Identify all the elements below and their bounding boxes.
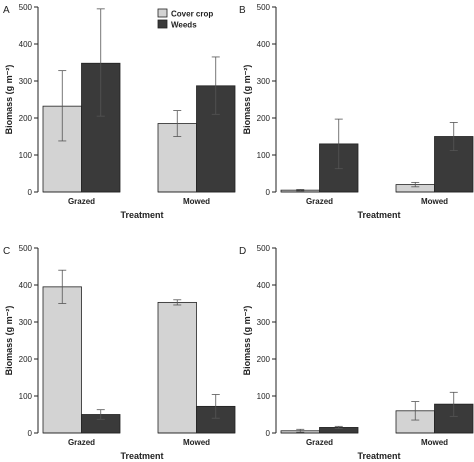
y-tick-label: 400	[19, 281, 33, 290]
legend-swatch-weeds	[157, 19, 168, 29]
y-tick-label: 500	[19, 3, 33, 12]
category-label: Mowed	[183, 197, 210, 206]
y-tick-label: 100	[19, 392, 33, 401]
category-label: Grazed	[306, 197, 333, 206]
x-axis-title: Treatment	[120, 451, 163, 461]
y-tick-label: 0	[28, 188, 33, 197]
y-axis-title: Biomass (g m⁻²)	[242, 306, 252, 376]
y-tick-label: 300	[257, 77, 271, 86]
y-axis-title: Biomass (g m⁻²)	[4, 306, 14, 376]
legend-label: Cover crop	[171, 10, 213, 19]
y-tick-label: 100	[257, 392, 271, 401]
y-tick-label: 0	[28, 429, 33, 438]
legend-label: Weeds	[171, 21, 197, 30]
y-tick-label: 200	[257, 355, 271, 364]
x-axis-title: Treatment	[357, 451, 400, 461]
panel-c: C 0 100 200 300 400 500 Biomass (g m⁻²) Grazed Mo…	[3, 244, 236, 461]
panel-b: B 0 100 200 300 400 500 Biomass (g m⁻²) Grazed Mo…	[239, 3, 474, 220]
category-label: Grazed	[68, 197, 95, 206]
panel-letter: C	[3, 246, 10, 257]
y-tick-label: 500	[257, 244, 271, 253]
y-tick-label: 100	[257, 151, 271, 160]
y-axis-title: Biomass (g m⁻²)	[242, 65, 252, 135]
category-label: Grazed	[68, 438, 95, 447]
category-label: Mowed	[421, 438, 448, 447]
panel-d: D 0 100 200 300 400 500 Biomass (g m⁻²) Grazed Mo…	[239, 244, 474, 461]
legend-swatch-cover-crop	[157, 8, 168, 18]
y-tick-label: 400	[19, 40, 33, 49]
y-tick-label: 100	[19, 151, 33, 160]
category-label: Mowed	[183, 438, 210, 447]
y-tick-label: 200	[19, 114, 33, 123]
y-tick-label: 300	[257, 318, 271, 327]
panel-letter: D	[239, 246, 246, 257]
bar-cover-crop-grazed	[42, 286, 82, 434]
y-tick-label: 0	[266, 429, 271, 438]
y-tick-label: 200	[19, 355, 33, 364]
y-tick-label: 0	[266, 188, 271, 197]
y-axis-title: Biomass (g m⁻²)	[4, 65, 14, 135]
panel-letter: A	[3, 5, 10, 16]
y-tick-label: 400	[257, 281, 271, 290]
category-label: Grazed	[306, 438, 333, 447]
x-axis-title: Treatment	[357, 210, 400, 220]
y-tick-label: 500	[257, 3, 271, 12]
category-label: Mowed	[421, 197, 448, 206]
panel-a: A 0 100 200 300 400 500 Biomass (g m⁻²) Grazed Mo…	[3, 3, 236, 220]
y-tick-label: 300	[19, 77, 33, 86]
y-tick-label: 400	[257, 40, 271, 49]
y-tick-label: 200	[257, 114, 271, 123]
bar-cover-crop-mowed	[157, 301, 197, 434]
panel-letter: B	[239, 5, 246, 16]
y-tick-label: 300	[19, 318, 33, 327]
y-tick-label: 500	[19, 244, 33, 253]
x-axis-title: Treatment	[120, 210, 163, 220]
